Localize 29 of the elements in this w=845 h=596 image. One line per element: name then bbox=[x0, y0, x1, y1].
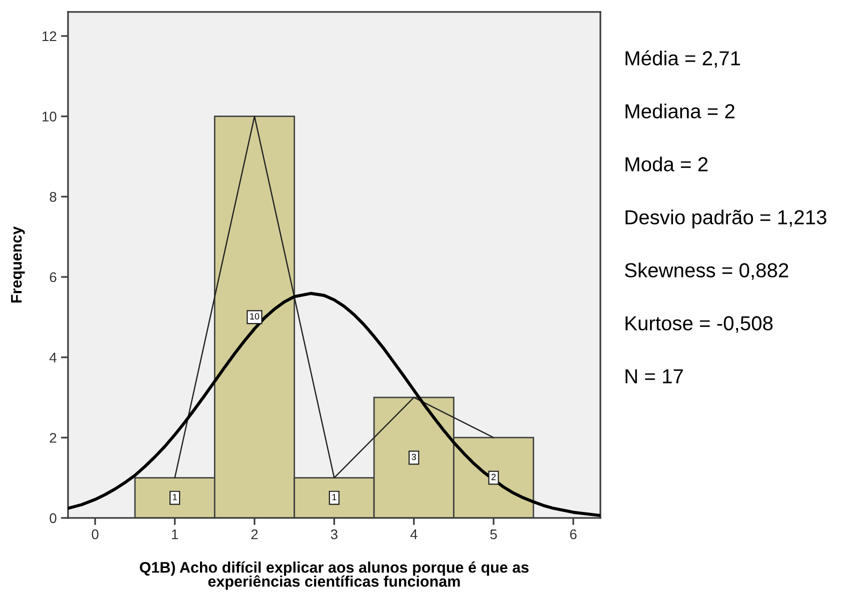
text: Moda = 2 bbox=[626, 156, 708, 172]
data-label: 1 bbox=[332, 494, 336, 500]
y-axis-title: Frequency bbox=[11, 226, 25, 303]
x-tick-label: 3 bbox=[330, 529, 338, 540]
data-label: 1 bbox=[172, 494, 177, 500]
x-tick-label: 6 bbox=[570, 529, 577, 540]
x-tick-label: 5 bbox=[490, 530, 497, 540]
x-axis-title: Q1B) Acho difícil explicar aos alunos porque é que as experiências científicas funcionam bbox=[140, 561, 529, 590]
y-tick-label: 8 bbox=[50, 192, 56, 202]
x-tick-label: 2 bbox=[251, 529, 258, 540]
x-tick-label: 1 bbox=[172, 530, 178, 540]
data-label: 3 bbox=[412, 454, 416, 460]
data-label: 10 bbox=[250, 313, 260, 320]
x-tick-label: 4 bbox=[410, 530, 418, 540]
text: Média = 2,71 bbox=[626, 50, 740, 68]
y-tick-label: 0 bbox=[50, 513, 56, 524]
data-label: 2 bbox=[492, 474, 496, 480]
text: N = 17 bbox=[626, 369, 683, 384]
y-tick-label: 2 bbox=[50, 432, 56, 443]
y-tick-label: 4 bbox=[50, 352, 57, 362]
text: Mediana = 2 bbox=[626, 104, 734, 118]
text: Desvio padrão = 1,213 bbox=[626, 210, 826, 228]
text: Kurtose = -0,508 bbox=[626, 316, 773, 333]
y-tick-label: 10 bbox=[42, 112, 56, 122]
x-tick-label: 0 bbox=[92, 529, 98, 540]
y-tick-label: 12 bbox=[42, 31, 56, 42]
y-tick-label: 6 bbox=[50, 272, 56, 282]
line-series bbox=[174, 116, 494, 478]
text: Skewness = 0,882 bbox=[624, 262, 788, 280]
